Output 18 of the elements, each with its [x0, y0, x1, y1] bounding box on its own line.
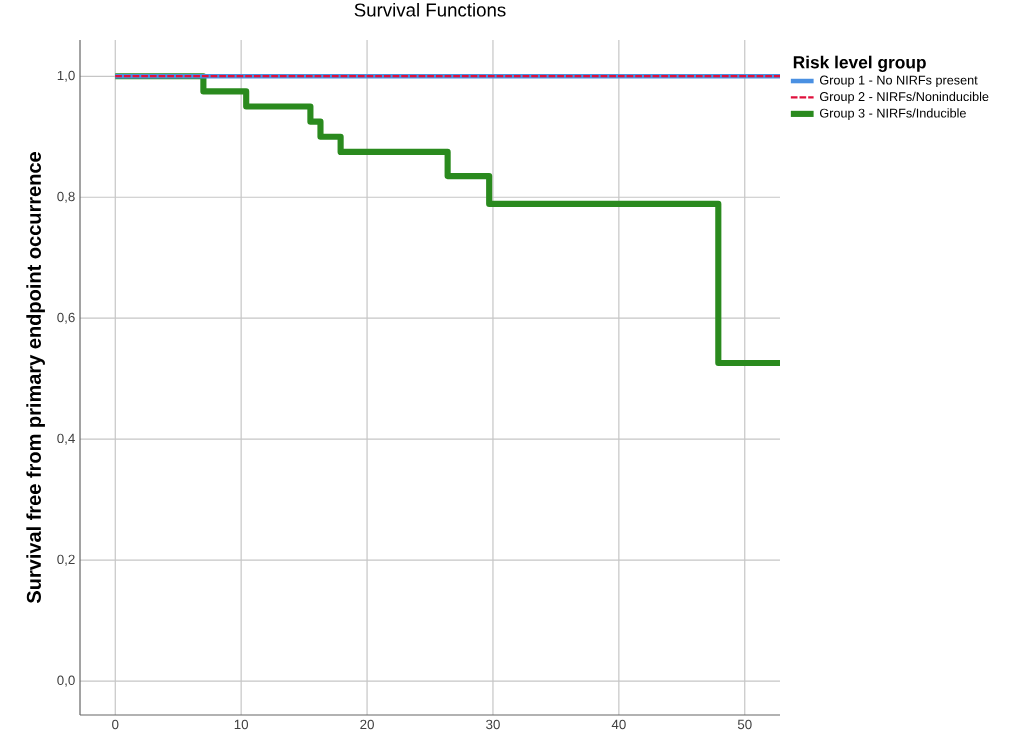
y-tick-label: 0,4	[57, 433, 75, 445]
x-tick-label: 30	[486, 719, 500, 730]
y-tick-label: 0,6	[57, 312, 75, 324]
legend-label: Group 1 - No NIRFs present	[819, 75, 978, 88]
y-tick-label: 1,0	[57, 70, 75, 82]
x-tick-label: 0	[112, 719, 119, 730]
y-axis-title: Survival free from primary endpoint occurrence	[26, 152, 45, 604]
x-tick-label: 20	[360, 719, 374, 730]
legend-title: Risk level group	[793, 55, 926, 72]
x-tick-label: 40	[611, 719, 626, 730]
y-tick-label: 0,0	[57, 675, 75, 687]
y-tick-label: 0,2	[57, 554, 75, 566]
legend-label: Group 3 - NIRFs/Inducible	[819, 108, 966, 121]
chart-title: Survival Functions	[354, 2, 506, 17]
legend-label: Group 2 - NIRFs/Noninducible	[819, 91, 989, 104]
x-tick-label: 10	[234, 719, 249, 730]
x-tick-label: 50	[737, 719, 752, 730]
y-tick-label: 0,8	[57, 191, 75, 203]
